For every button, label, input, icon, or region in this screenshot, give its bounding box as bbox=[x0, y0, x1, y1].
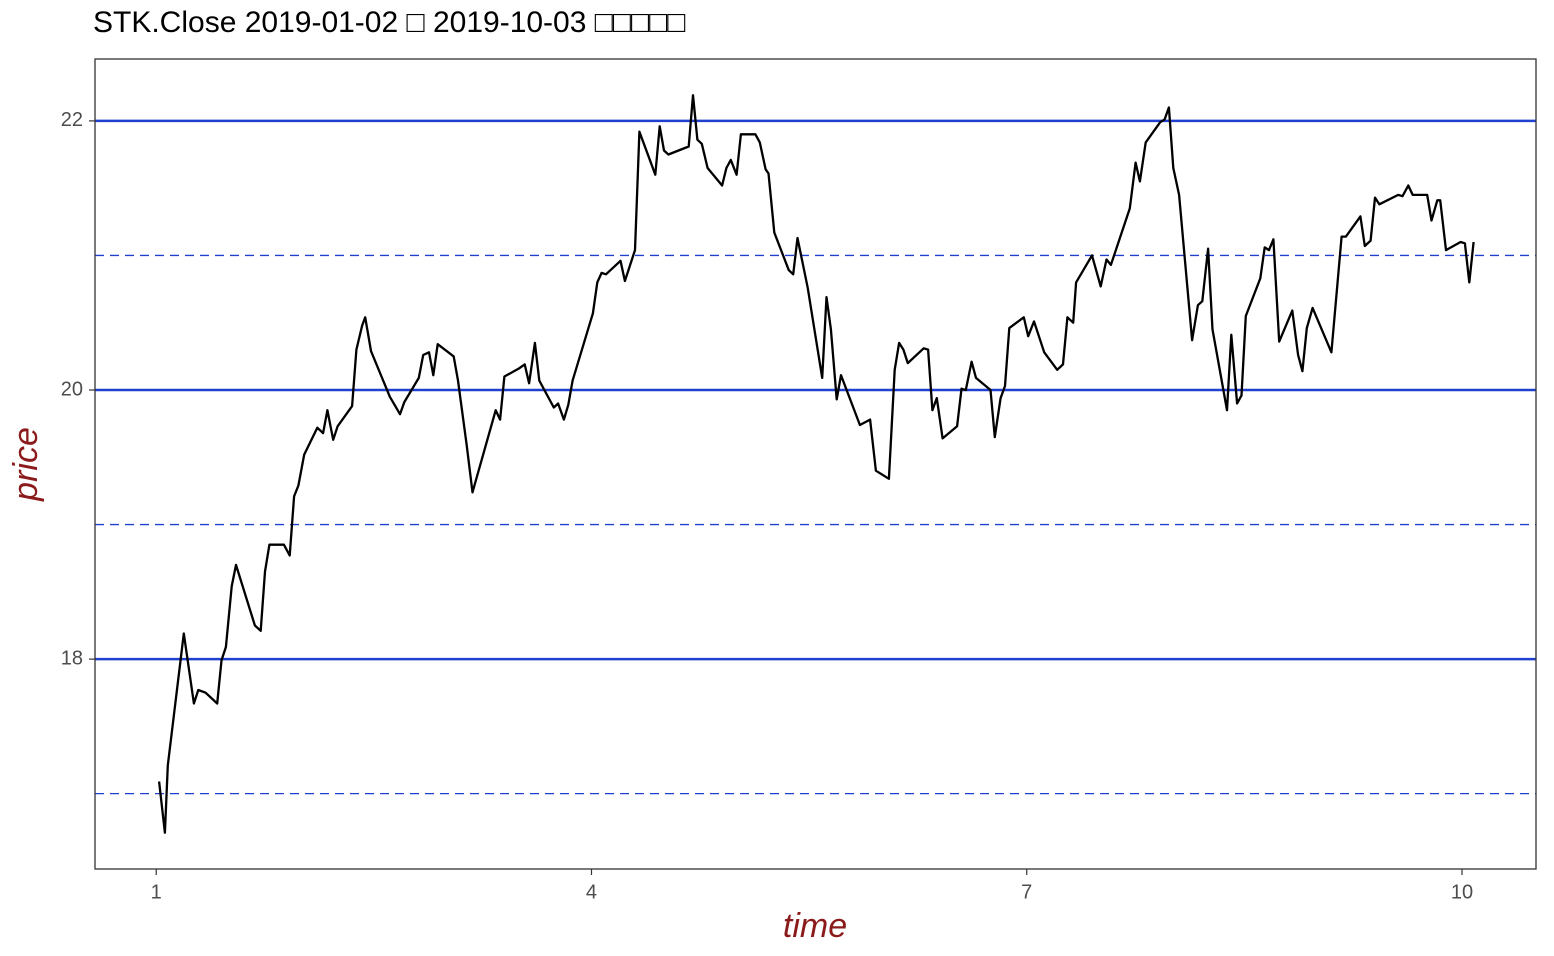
x-tick-label: 7 bbox=[1021, 881, 1032, 903]
y-tick-label: 18 bbox=[61, 647, 83, 669]
chart-title: STK.Close 2019-01-02 □ 2019-10-03 □□□□□ bbox=[93, 6, 686, 39]
y-axis-label: price bbox=[7, 427, 45, 502]
x-tick-label: 4 bbox=[586, 881, 597, 903]
x-tick-label: 10 bbox=[1451, 881, 1473, 903]
price-line bbox=[157, 94, 1475, 834]
x-axis-label: time bbox=[783, 907, 847, 945]
y-tick-label: 22 bbox=[61, 109, 83, 131]
panel-border bbox=[94, 58, 1537, 870]
x-tick-label: 1 bbox=[151, 881, 162, 903]
y-tick-label: 20 bbox=[61, 378, 83, 400]
